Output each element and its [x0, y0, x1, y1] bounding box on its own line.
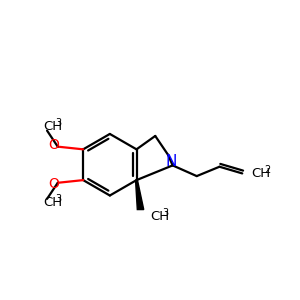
Text: 3: 3	[163, 208, 169, 218]
Text: CH: CH	[252, 167, 271, 180]
Text: N: N	[166, 154, 177, 169]
Text: CH: CH	[43, 196, 62, 209]
Polygon shape	[136, 180, 144, 210]
Text: 2: 2	[264, 165, 270, 175]
Text: 3: 3	[56, 118, 62, 128]
Text: 3: 3	[56, 194, 62, 204]
Text: O: O	[48, 138, 59, 152]
Text: CH: CH	[150, 210, 169, 223]
Text: O: O	[48, 177, 59, 191]
Text: CH: CH	[43, 120, 62, 133]
